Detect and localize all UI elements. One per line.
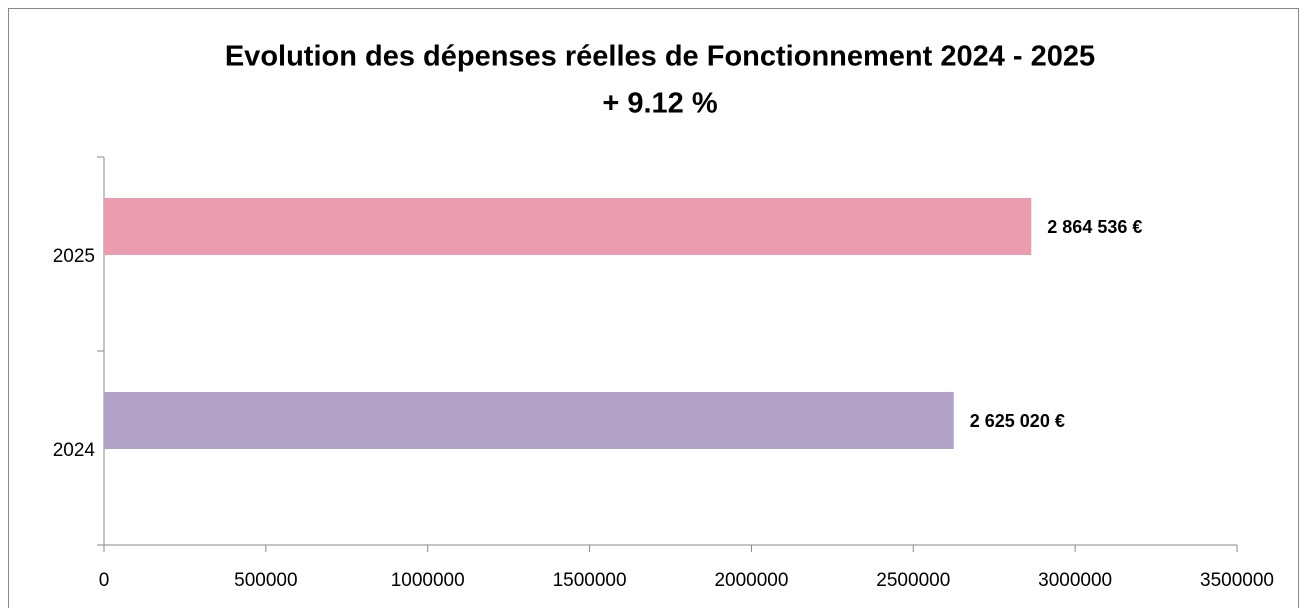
x-tick-label: 2000000 xyxy=(714,570,788,591)
value-label: 2 625 020 € xyxy=(970,411,1065,431)
y-tick-label: 2025 xyxy=(53,246,95,267)
x-tick-label: 500000 xyxy=(234,570,297,591)
bar xyxy=(104,392,954,449)
x-tick-label: 3500000 xyxy=(1200,570,1274,591)
chart-title: Evolution des dépenses réelles de Foncti… xyxy=(225,41,1095,73)
x-tick-label: 0 xyxy=(99,570,110,591)
value-label: 2 864 536 € xyxy=(1047,217,1142,237)
x-tick-label: 2500000 xyxy=(876,570,950,591)
bar xyxy=(104,198,1032,255)
x-tick-label: 1500000 xyxy=(553,570,627,591)
x-tick-label: 1000000 xyxy=(391,570,465,591)
chart-border xyxy=(8,8,1299,608)
x-tick-label: 3000000 xyxy=(1038,570,1112,591)
chart-subtitle: + 9.12 % xyxy=(602,88,717,120)
y-tick-label: 2024 xyxy=(53,440,96,461)
